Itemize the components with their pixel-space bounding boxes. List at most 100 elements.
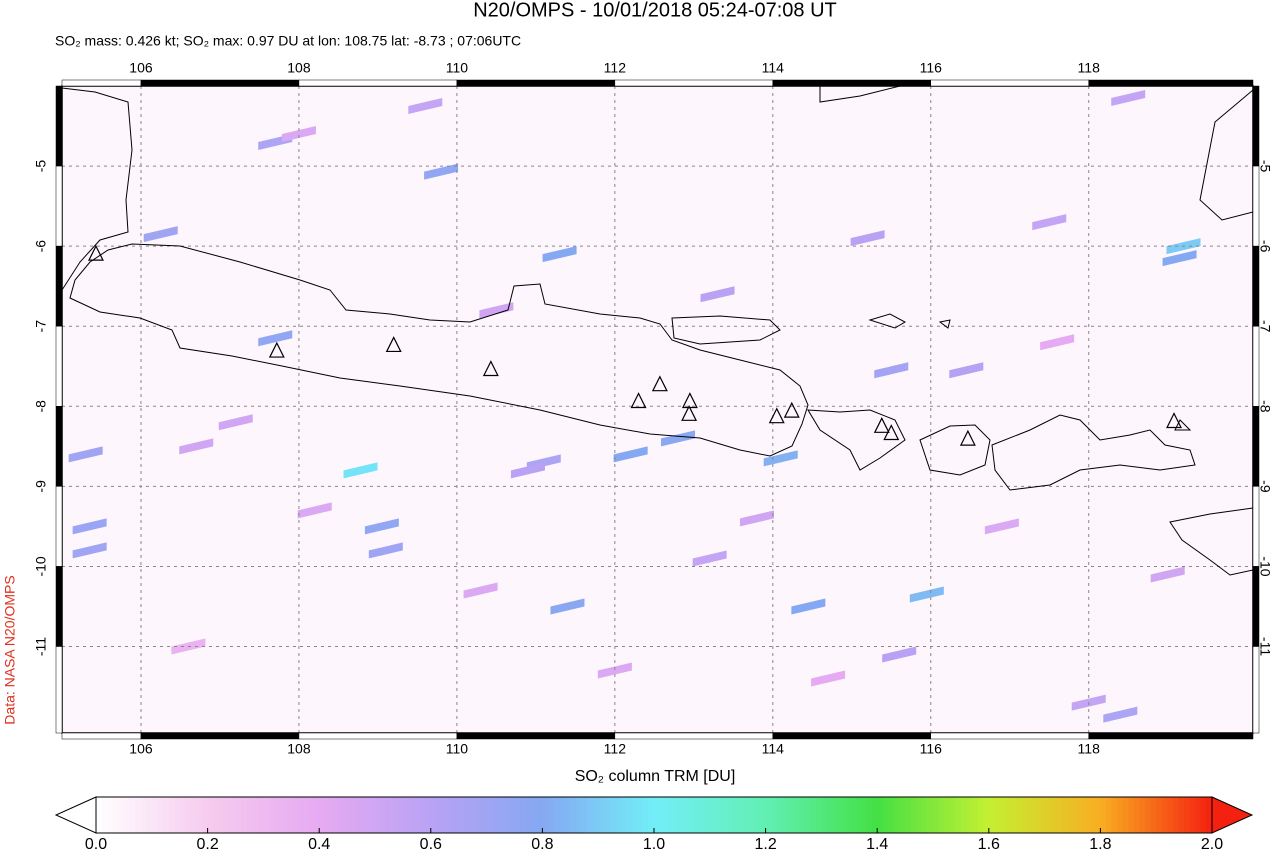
colorbar-swatch: [994, 797, 1001, 833]
colorbar-swatch: [1039, 797, 1046, 833]
so2-pixel: [692, 550, 727, 567]
colorbar-swatch: [129, 797, 136, 833]
colorbar-swatch: [308, 797, 315, 833]
x-tick-label: 118: [1078, 60, 1101, 76]
colorbar-swatch: [888, 797, 895, 833]
colorbar-swatch: [832, 797, 839, 833]
so2-pixel: [811, 670, 846, 687]
colorbar-swatch: [241, 797, 248, 833]
colorbar-swatch: [146, 797, 153, 833]
colorbar-swatch: [347, 797, 354, 833]
colorbar-swatch: [542, 797, 549, 833]
colorbar-swatch: [425, 797, 432, 833]
frame-segment: [1252, 406, 1260, 487]
colorbar-swatch: [1184, 797, 1191, 833]
y-tick-label: -8: [33, 400, 49, 413]
coastline: [1199, 89, 1253, 221]
colorbar-swatch: [508, 797, 516, 833]
colorbar-swatch: [185, 797, 192, 833]
colorbar-swatch: [670, 797, 677, 833]
colorbar-swatch: [743, 797, 750, 833]
colorbar-swatch: [899, 797, 906, 833]
so2-pixel: [68, 446, 103, 463]
colorbar-swatch: [693, 797, 700, 833]
frame-segment: [772, 732, 932, 740]
colorbar-swatch: [101, 797, 108, 833]
colorbar-swatch: [229, 797, 237, 833]
frame-segment: [55, 646, 63, 734]
colorbar-swatch: [1022, 797, 1029, 833]
colorbar-swatch: [520, 797, 527, 833]
so2-pixel: [550, 598, 585, 615]
colorbar-swatch: [793, 797, 800, 833]
colorbar-swatch: [313, 797, 320, 833]
x-tick-label: 108: [287, 60, 311, 76]
colorbar-swatch: [681, 797, 689, 833]
colorbar-swatch: [626, 797, 633, 833]
x-tick-label: 110: [446, 741, 469, 757]
x-tick-label: 106: [129, 60, 153, 76]
colorbar-swatch: [414, 797, 421, 833]
colorbar-swatch: [1139, 797, 1146, 833]
so2-pixel: [72, 542, 107, 559]
colorbar-swatch: [815, 797, 822, 833]
colorbar-swatch: [207, 797, 214, 833]
so2-pixel: [343, 462, 378, 479]
colorbar-swatch: [486, 797, 493, 833]
colorbar-swatch: [386, 797, 393, 833]
so2-pixel: [179, 438, 214, 455]
colorbar-swatch: [999, 797, 1007, 833]
colorbar-swatch: [1027, 797, 1035, 833]
colorbar-swatch: [938, 797, 945, 833]
colorbar-swatch: [776, 797, 783, 833]
y-tick-label: -5: [1257, 160, 1272, 173]
colorbar-swatch: [458, 797, 465, 833]
colorbar-swatch: [302, 797, 309, 833]
colorbar-swatch: [162, 797, 170, 833]
frame-segment: [140, 79, 300, 87]
so2-pixel: [882, 646, 917, 663]
colorbar-swatch: [760, 797, 767, 833]
so2-pixel: [1040, 334, 1075, 351]
volcano-marker: [482, 360, 499, 377]
x-tick-label: 108: [287, 741, 311, 757]
so2-pixel: [463, 582, 498, 599]
colorbar-swatch: [977, 797, 984, 833]
colorbar-swatch: [1122, 797, 1129, 833]
colorbar-swatch: [447, 797, 454, 833]
colorbar-swatch: [787, 797, 795, 833]
colorbar-swatch: [726, 797, 733, 833]
volcano-marker: [630, 392, 647, 409]
so2-pixel: [424, 163, 459, 180]
colorbar-swatch: [1128, 797, 1135, 833]
frame-segment: [1252, 486, 1260, 567]
colorbar-swatch: [453, 797, 460, 833]
colorbar-swatch: [263, 797, 270, 833]
volcano-layer: [87, 244, 1182, 446]
so2-pixel: [613, 446, 648, 463]
y-tick-label: -10: [1257, 556, 1272, 576]
plot-background: [62, 86, 1253, 733]
y-tick-label: -7: [1257, 320, 1272, 333]
frame-segment: [1252, 245, 1260, 327]
so2-pixel: [1103, 706, 1138, 723]
colorbar-swatch: [966, 797, 973, 833]
coastline: [69, 243, 809, 457]
coastline: [671, 315, 781, 345]
frame-segment: [140, 732, 300, 740]
colorbar-swatch: [285, 797, 292, 833]
frame-segment: [614, 79, 774, 87]
colorbar-swatch: [1178, 797, 1185, 833]
colorbar-swatch: [1111, 797, 1118, 833]
colorbar-swatch: [1011, 797, 1018, 833]
frame-segment: [930, 732, 1089, 740]
volcano-marker: [768, 407, 785, 424]
colorbar-swatch: [1089, 797, 1096, 833]
so2-pixel: [1150, 566, 1185, 583]
colorbar-swatch: [291, 797, 298, 833]
colorbar-swatch: [609, 797, 616, 833]
so2-pixel: [143, 226, 178, 243]
colorbar-swatch: [112, 797, 119, 833]
colorbar-swatch: [575, 797, 583, 833]
colorbar-swatch: [849, 797, 856, 833]
